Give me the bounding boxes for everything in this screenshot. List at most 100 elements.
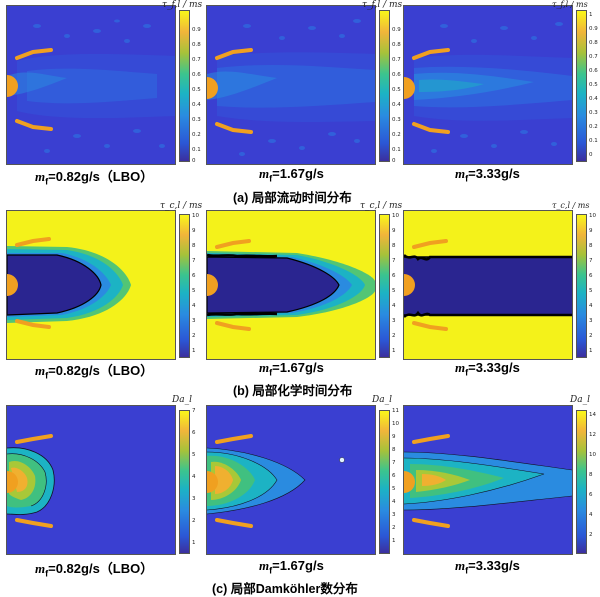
chem-cbar-title-high: τ_c,l / ms	[552, 201, 590, 210]
tick: 9	[392, 434, 396, 440]
tick: 10	[589, 213, 596, 219]
tick: 0.9	[589, 26, 598, 32]
tick: 0.5	[589, 82, 598, 88]
chem-colorbar-mid	[379, 214, 390, 358]
tick: 0.3	[392, 117, 401, 123]
tick: 0.5	[392, 87, 401, 93]
tick: 9	[192, 228, 196, 234]
tick: 0.1	[589, 138, 598, 144]
tick: 3	[192, 318, 196, 324]
da-cbar-title-high: Da_l	[570, 395, 590, 405]
da-colorbar-lbo	[179, 410, 190, 554]
da-caption: (c) 局部Damköhler数分布	[212, 582, 358, 596]
tick: 0.8	[589, 40, 598, 46]
chem-field-high	[404, 239, 572, 331]
flow-plot-high	[403, 5, 573, 165]
tick: 6	[192, 273, 196, 279]
tick: 0.7	[192, 57, 201, 63]
tick: 8	[392, 243, 396, 249]
flow-label-mid: mf=1.67g/s	[259, 166, 324, 184]
da-colorbar-mid	[379, 410, 390, 554]
tick: 0.3	[192, 117, 201, 123]
tick: 1	[392, 538, 396, 544]
tick: 5	[192, 288, 196, 294]
tick: 3	[192, 496, 196, 502]
tick: 7	[192, 258, 196, 264]
flow-cbar-title-high: τ_f,l / ms	[552, 0, 588, 9]
tick: 0	[392, 158, 396, 164]
tick: 8	[392, 447, 396, 453]
da-colorbar-high	[576, 410, 587, 554]
flow-colorbar-high	[576, 10, 587, 162]
tick: 5	[392, 486, 396, 492]
tick: 0.4	[192, 102, 201, 108]
tick: 3	[392, 318, 396, 324]
da-field-mid	[207, 434, 345, 528]
da-plot-lbo	[6, 405, 176, 555]
tick: 11	[392, 408, 399, 414]
tick: 0.2	[589, 124, 598, 130]
da-plot-mid	[206, 405, 376, 555]
flow-colorbar-lbo	[179, 10, 190, 162]
chem-caption: (b) 局部化学时间分布	[233, 384, 353, 398]
flow-cbar-title-lbo: τ_f,l / ms	[162, 0, 203, 10]
chem-label-mid: mf=1.67g/s	[259, 360, 324, 378]
tick: 8	[192, 243, 196, 249]
tick: 4	[392, 303, 396, 309]
tick: 10	[589, 452, 596, 458]
flow-caption: (a) 局部流动时间分布	[233, 191, 352, 205]
da-cbar-title-mid: Da_l	[372, 395, 392, 405]
da-field-lbo	[7, 434, 55, 528]
tick: 0.2	[392, 132, 401, 138]
tick: 0.6	[392, 72, 401, 78]
tick: 0.8	[392, 42, 401, 48]
tick: 0	[192, 158, 196, 164]
tick: 7	[589, 258, 593, 264]
flow-plot-lbo	[6, 5, 176, 165]
flow-colorbar-mid	[379, 10, 390, 162]
da-cbar-title-lbo: Da_l	[172, 395, 192, 405]
tick: 4	[589, 303, 593, 309]
tick: 2	[192, 333, 196, 339]
tick: 6	[392, 273, 396, 279]
chem-plot-lbo	[6, 210, 176, 360]
da-label-lbo: mf=0.82g/s（LBO）	[35, 561, 154, 579]
flow-plot-mid	[206, 5, 376, 165]
flow-label-high: mf=3.33g/s	[455, 166, 520, 184]
tick: 1	[192, 348, 196, 354]
tick: 7	[192, 408, 196, 414]
da-label-high: mf=3.33g/s	[455, 558, 520, 576]
tick: 5	[589, 288, 593, 294]
tick: 6	[392, 473, 396, 479]
tick: 0.6	[589, 68, 598, 74]
tick: 0	[589, 152, 593, 158]
tick: 2	[392, 525, 396, 531]
tick: 6	[589, 492, 593, 498]
chem-field-lbo	[7, 237, 131, 329]
tick: 9	[392, 228, 396, 234]
tick: 4	[192, 474, 196, 480]
chem-plot-high	[403, 210, 573, 360]
tick: 8	[589, 243, 593, 249]
flow-label-lbo: mf=0.82g/s（LBO）	[35, 169, 154, 187]
tick: 0.1	[392, 147, 401, 153]
tick: 10	[192, 213, 199, 219]
flow-cbar-title-mid: τ_f,l / ms	[362, 0, 403, 10]
tick: 2	[589, 333, 593, 339]
chem-plot-mid	[206, 210, 376, 360]
chem-field-mid	[207, 239, 375, 331]
tick: 1	[589, 348, 593, 354]
chem-colorbar-lbo	[179, 214, 190, 358]
tick: 6	[589, 273, 593, 279]
tick: 0.8	[192, 42, 201, 48]
tick: 2	[192, 518, 196, 524]
flow-field-lbo	[7, 19, 175, 153]
chem-label-lbo: mf=0.82g/s（LBO）	[35, 363, 154, 381]
flow-field-mid	[207, 19, 375, 156]
tick: 10	[392, 213, 399, 219]
tick: 0.2	[192, 132, 201, 138]
tick: 0.6	[192, 72, 201, 78]
chem-label-high: mf=3.33g/s	[455, 360, 520, 378]
tick: 0.7	[589, 54, 598, 60]
tick: 3	[589, 318, 593, 324]
